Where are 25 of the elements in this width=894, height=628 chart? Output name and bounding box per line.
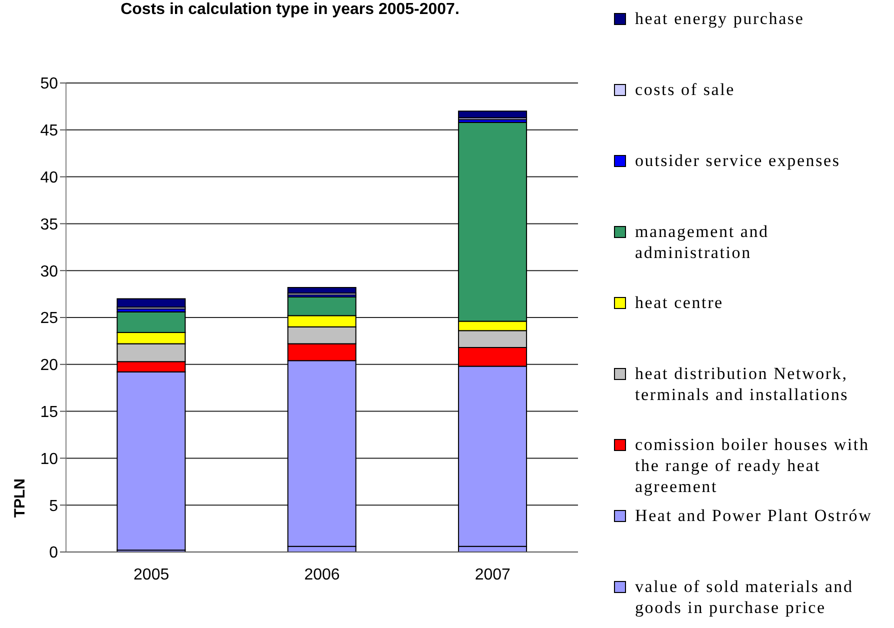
y-tick-label: 30	[40, 263, 58, 280]
legend-label: outsider service expenses	[635, 150, 842, 171]
y-axis-title: TPLN	[12, 478, 28, 518]
legend-label: Heat and Power Plant Ostrów	[635, 505, 874, 526]
y-tick-label: 20	[40, 357, 58, 374]
legend-label: heat distribution Network, terminals and installations	[635, 363, 850, 405]
y-tick-label: 50	[40, 76, 58, 93]
y-tick-label: 0	[49, 544, 58, 562]
y-tick-label: 5	[49, 498, 58, 515]
x-tick-label: 2007	[474, 566, 511, 584]
legend-label: costs of sale	[635, 79, 736, 100]
chart-title: Costs in calculation type in years 2005-2007.	[120, 1, 460, 19]
x-tick-label: 2006	[304, 566, 340, 584]
y-tick-label: 45	[40, 122, 58, 140]
legend-label: heat centre	[635, 292, 724, 313]
legend-label: comission boiler houses with the range of ready heat agreement	[635, 434, 870, 497]
legend-label: value of sold materials and goods in purchase price	[635, 576, 854, 618]
y-tick-label: 10	[40, 450, 58, 468]
y-tick-label: 40	[40, 169, 58, 186]
legend-label: heat energy purchase	[635, 8, 806, 29]
y-tick-label: 25	[40, 310, 58, 328]
legend-label: management and administration	[635, 221, 770, 263]
y-tick-label: 35	[40, 216, 58, 234]
y-tick-label: 15	[40, 404, 58, 421]
x-tick-label: 2005	[134, 566, 170, 584]
